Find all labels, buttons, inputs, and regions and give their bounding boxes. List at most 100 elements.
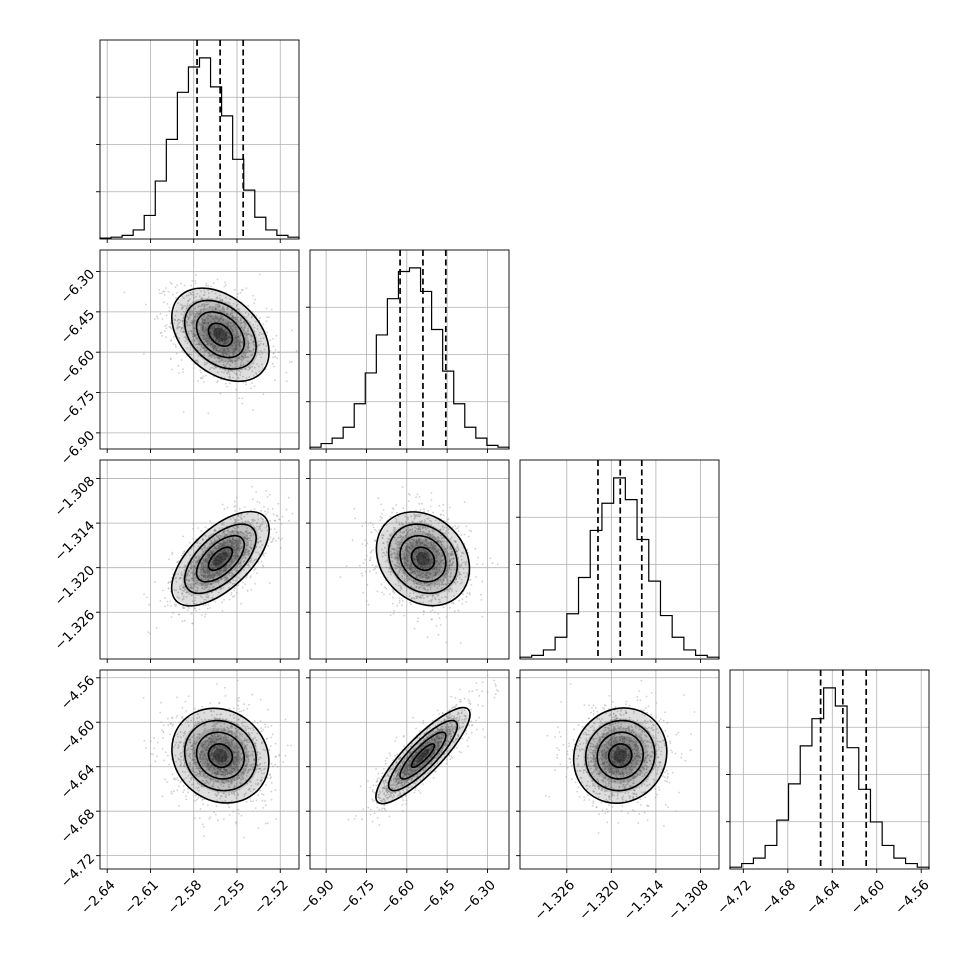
sample-point [228,376,231,378]
sample-point [206,759,209,761]
sample-point [424,555,426,558]
sample-point [218,560,220,562]
sample-point [202,325,205,328]
sample-point [291,512,294,515]
sample-point [409,564,412,567]
sample-point [424,561,427,564]
sample-point [214,344,217,347]
sample-point [243,321,246,323]
sample-point [225,338,228,340]
sample-point [426,552,429,555]
sample-point [215,330,218,333]
sample-point [407,578,409,581]
sample-point [213,346,215,349]
sample-point [234,346,237,348]
sample-point [187,787,190,790]
sample-point [415,514,418,517]
sample-point [242,356,245,358]
sample-point [240,710,243,712]
sample-point [414,529,417,532]
sample-point [450,564,453,567]
density-level [386,521,460,596]
sample-point [205,584,208,587]
sample-point [237,766,240,769]
sample-point [202,326,205,329]
sample-point [193,545,195,548]
sample-point [245,316,248,319]
sample-point [480,593,482,596]
sample-point [220,347,223,350]
sample-point [233,746,235,749]
sample-point [432,593,434,596]
sample-point [234,360,237,363]
panel-content [123,273,298,415]
sample-point [220,338,223,340]
sample-point [405,554,408,557]
sample-point [222,333,224,336]
sample-point [266,353,269,355]
sample-point [229,564,232,566]
sample-point [418,595,420,598]
sample-point [428,554,431,556]
sample-point [235,527,238,529]
sample-point [414,572,416,575]
contour-line [183,523,257,595]
sample-point [366,583,369,586]
sample-point [412,570,415,573]
sample-point [225,796,227,799]
sample-point [225,567,228,570]
sample-point [178,326,181,328]
sample-point [226,578,229,580]
sample-point [409,529,411,532]
sample-point [224,365,226,368]
sample-point [393,610,395,612]
sample-point [240,289,243,292]
sample-point [213,716,216,719]
sample-point [234,316,237,319]
sample-point [180,307,183,310]
sample-point [223,566,226,569]
sample-point [199,335,202,338]
sample-point [210,735,213,738]
sample-point [203,598,206,601]
sample-point [390,553,392,556]
sample-point [240,517,243,520]
sample-point [434,544,436,547]
sample-point [207,289,210,292]
sample-point [397,565,400,568]
sample-point [211,747,213,750]
sample-point [247,356,250,358]
sample-point [253,758,256,761]
sample-point [410,597,413,600]
sample-point [229,358,232,360]
sample-point [428,600,430,602]
sample-point [216,575,219,577]
sample-point [240,361,243,364]
sample-point [206,568,209,571]
sample-point [204,560,207,563]
sample-point [206,576,209,579]
sample-point [220,578,223,581]
sample-point [227,322,229,325]
sample-point [246,707,249,710]
sample-point [175,310,178,313]
sample-point [434,574,437,577]
sample-point [234,758,237,760]
sample-point [247,327,249,330]
sample-point [396,561,399,564]
sample-point [233,324,235,326]
sample-point [172,293,174,296]
sample-point [178,585,181,588]
sample-point [409,539,412,541]
sample-point [232,352,235,355]
sample-point [235,744,238,746]
sample-point [426,533,429,536]
sample-point [247,554,250,556]
sample-point [222,319,225,322]
sample-point [224,530,226,532]
sample-point [273,519,276,522]
sample-point [210,343,213,345]
sample-point [236,330,239,333]
sample-point [405,521,408,524]
sample-point [446,575,449,578]
